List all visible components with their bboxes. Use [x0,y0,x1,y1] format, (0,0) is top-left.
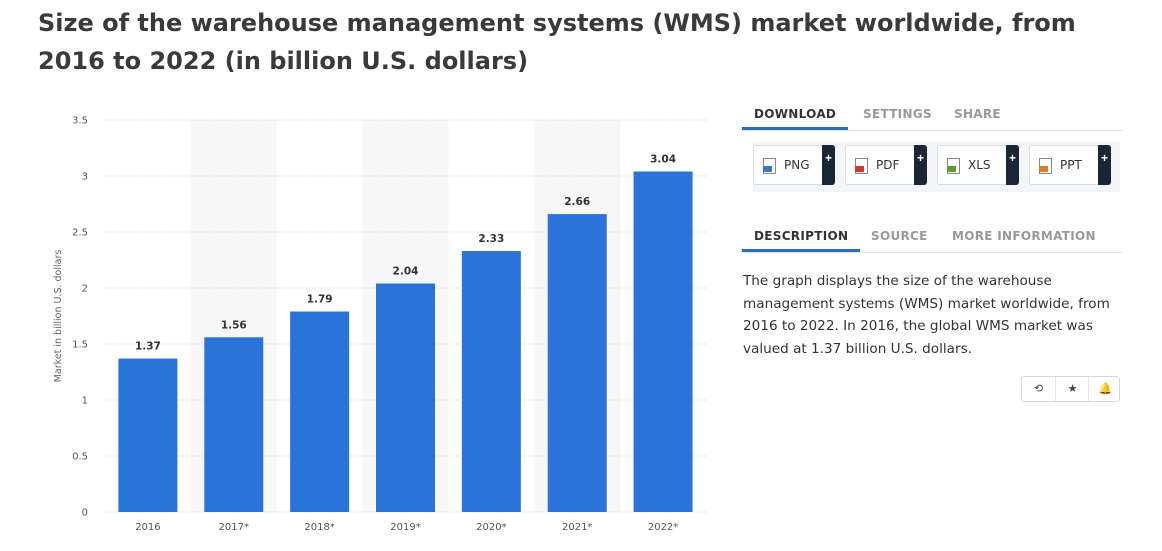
bar[interactable] [118,358,178,512]
star-icon[interactable]: ★ [1055,377,1089,401]
png-file-icon [763,158,776,174]
download-png-button[interactable]: PNG + [753,145,835,185]
x-tick-label: 2022* [648,522,678,533]
y-axis-ticks: 0 0.5 1 1.5 2 2.5 3 3.5 [72,116,88,519]
data-label: 2.66 [564,196,590,208]
data-label: 1.37 [135,341,161,353]
y-tick-label: 3.5 [72,116,88,127]
data-label: 3.04 [650,154,676,166]
download-xls-button[interactable]: XLS + [937,145,1019,185]
png-plus-icon[interactable]: + [822,145,835,185]
description-text: The graph displays the size of the wareh… [743,273,1110,357]
download-ppt-button[interactable]: PPT + [1029,145,1111,185]
xls-plus-icon[interactable]: + [1006,145,1019,185]
tab-share[interactable]: SHARE [954,107,1001,121]
y-tick-label: 0 [82,508,88,519]
ppt-file-icon [1039,158,1052,174]
x-tick-label: 2017* [219,522,249,533]
y-tick-label: 0.5 [72,452,88,463]
bar[interactable] [204,337,264,512]
y-axis-label: Market in billion U.S. dollars [53,250,64,383]
bar[interactable] [461,251,521,513]
x-tick-label: 2016 [135,522,160,533]
y-tick-label: 3 [82,172,88,183]
data-label: 1.79 [307,294,333,306]
download-ppt-label: PPT [1060,158,1082,172]
tab-settings[interactable]: SETTINGS [863,107,932,121]
bar[interactable] [547,214,607,512]
data-labels: 1.37 1.56 1.79 2.04 2.33 2.66 3.04 [135,154,676,353]
download-options: PNG + PDF + XLS + PPT + [753,142,1120,192]
tab-download[interactable]: DOWNLOAD [742,100,849,130]
bar-chart: 1.371.561.792.042.332.663.04 2016 2017* 20… [53,116,706,533]
bars [118,171,693,513]
y-tick-label: 1 [82,396,88,407]
xls-file-icon [947,158,960,174]
page-title: Size of the warehouse management systems… [38,9,1076,75]
x-axis-ticks: 2016 2017* 2018* 2019* 2020* 2021* 2022* [135,522,678,533]
pdf-plus-icon[interactable]: + [914,145,927,185]
x-tick-label: 2018* [304,522,334,533]
bar[interactable] [633,171,693,512]
download-xls-label: XLS [968,158,991,172]
x-tick-label: 2020* [476,522,506,533]
data-label: 2.33 [478,233,504,245]
x-tick-label: 2021* [562,522,592,533]
ppt-plus-icon[interactable]: + [1098,145,1111,185]
download-png-label: PNG [784,158,810,172]
bell-icon[interactable]: 🔔 [1088,377,1122,401]
download-pdf-label: PDF [876,158,900,172]
tab-source[interactable]: SOURCE [871,229,928,243]
data-label: 2.04 [393,266,419,278]
y-tick-label: 2.5 [72,228,88,239]
download-pdf-button[interactable]: PDF + [845,145,927,185]
history-icon[interactable]: ⟲ [1033,383,1044,395]
tab-description[interactable]: DESCRIPTION [742,222,861,252]
action-buttons: ⟲ ★ 🔔 [1021,376,1120,402]
bar[interactable] [290,311,350,512]
x-tick-label: 2019* [390,522,420,533]
info-tabs: DESCRIPTION SOURCE MORE INFORMATION [742,222,1122,253]
download-tabs: DOWNLOAD SETTINGS SHARE [742,100,1122,131]
y-tick-label: 2 [82,284,88,295]
y-tick-label: 1.5 [72,340,88,351]
bar[interactable] [376,283,435,512]
pdf-file-icon [855,158,868,174]
tab-more-information[interactable]: MORE INFORMATION [952,229,1096,243]
data-label: 1.56 [221,319,247,331]
